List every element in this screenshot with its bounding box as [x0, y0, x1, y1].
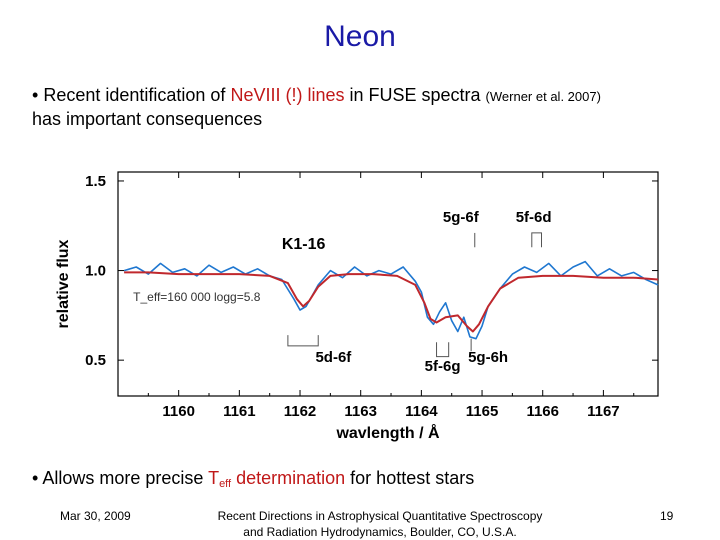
y-tick-label: 1.0	[85, 263, 106, 280]
bullet-2: • Allows more precise Teff determination…	[32, 467, 474, 495]
footer-page-number: 19	[660, 509, 674, 523]
bullet-1-text-a: Recent identification of	[43, 85, 231, 105]
footer-conference-line-1: Recent Directions in Astrophysical Quant…	[217, 509, 543, 523]
series-line-observed	[123, 260, 659, 340]
bullet-marker: •	[32, 85, 39, 105]
bullet-2-text-b: for hottest stars	[345, 468, 475, 488]
x-tick-label: 1161	[223, 403, 256, 420]
bullet-2-text-a: Allows more precise	[42, 468, 209, 488]
line-mark-5d-6f	[287, 335, 319, 347]
line-label-5f-6g: 5f-6g	[425, 358, 461, 375]
spectrum-chart: 1160 1161 1162 1163 1164 1165 1166 1167 0.5 1.0 1.…	[55, 171, 659, 442]
star-label: K1-16	[282, 236, 326, 253]
bullet-1-highlight-lines: (!) lines	[280, 85, 345, 105]
x-axis-label: wavlength / Å	[335, 423, 440, 442]
bullet-2-highlight: determination	[231, 468, 346, 488]
bullet-1: • Recent identification of NeVIII (!) li…	[32, 84, 692, 130]
x-tick-label: 1163	[344, 403, 377, 420]
footer-conference-line-2: and Radiation Hydrodynamics, Boulder, CO…	[243, 525, 517, 539]
bullet-1-highlight-roman: VIII	[253, 85, 281, 105]
x-tick-label: 1162	[284, 403, 317, 420]
footer-date: Mar 30, 2009	[60, 509, 131, 523]
footer-conference: Recent Directions in Astrophysical Quant…	[170, 508, 590, 540]
y-tick-label: 0.5	[85, 352, 106, 369]
series-line-model	[124, 271, 659, 333]
line-mark-5f-6d	[531, 232, 543, 248]
x-tick-label: 1166	[526, 403, 559, 420]
x-tick-label: 1167	[587, 403, 620, 420]
line-label-5g-6f: 5g-6f	[443, 209, 480, 226]
bullet-marker: •	[32, 468, 39, 488]
line-label-5d-6f: 5d-6f	[315, 349, 352, 366]
y-tick-label: 1.5	[85, 173, 106, 190]
x-tick-label: 1164	[405, 403, 438, 420]
teff-symbol: Teff	[208, 468, 232, 490]
bullet-1-highlight-ne: Ne	[230, 85, 254, 105]
x-tick-label: 1165	[466, 403, 499, 420]
model-params-label: T_eff=160 000 logg=5.8	[133, 290, 261, 304]
y-axis-label: relative flux	[55, 239, 72, 328]
bullet-1-text-b: in FUSE spectra	[344, 85, 486, 105]
line-label-5g-6h: 5g-6h	[468, 349, 508, 366]
plot-frame	[117, 171, 659, 397]
bullet-1-text-c: has important consequences	[32, 109, 263, 129]
x-tick-label: 1160	[162, 403, 195, 420]
line-label-5f-6d: 5f-6d	[516, 209, 552, 226]
line-mark-5f-6g	[436, 342, 450, 358]
bullet-1-citation: (Werner et al. 2007)	[485, 89, 601, 104]
page-title: Neon	[324, 20, 396, 53]
